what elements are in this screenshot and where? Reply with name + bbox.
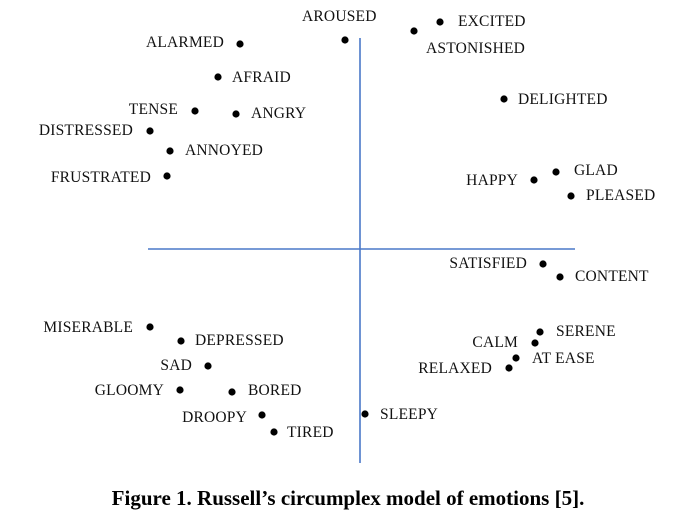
emotion-label-relaxed: RELAXED — [418, 360, 492, 377]
emotion-point-excited — [436, 18, 444, 26]
emotion-point-depressed — [177, 337, 185, 345]
emotion-label-tense: TENSE — [128, 101, 178, 118]
emotion-point-happy — [530, 176, 538, 184]
emotion-point-tense — [191, 107, 199, 115]
emotion-label-pleased: PLEASED — [586, 187, 656, 204]
emotion-label-astonished: ASTONISHED — [426, 40, 526, 57]
emotion-point-satisfied — [539, 260, 547, 268]
emotion-point-aroused — [341, 36, 349, 44]
emotion-point-droopy — [258, 411, 266, 419]
emotion-label-excited: EXCITED — [458, 13, 526, 30]
emotion-point-glad — [552, 168, 560, 176]
emotion-point-afraid — [214, 73, 222, 81]
emotion-label-serene: SERENE — [556, 323, 616, 340]
emotion-label-distressed: DISTRESSED — [38, 122, 133, 139]
emotion-point-calm — [531, 339, 539, 347]
emotion-label-angry: ANGRY — [251, 105, 307, 122]
emotion-label-miserable: MISERABLE — [43, 319, 133, 336]
emotion-point-angry — [232, 110, 240, 118]
emotion-point-frustrated — [163, 172, 171, 180]
emotion-point-gloomy — [176, 386, 184, 394]
emotion-label-glad: GLAD — [574, 162, 618, 179]
emotion-points — [146, 18, 575, 436]
emotion-label-delighted: DELIGHTED — [518, 91, 608, 108]
emotion-point-sleepy — [361, 410, 369, 418]
emotion-point-serene — [536, 328, 544, 336]
emotion-point-tired — [270, 428, 278, 436]
emotion-point-bored — [228, 388, 236, 396]
emotion-point-distressed — [146, 127, 154, 135]
emotion-label-calm: CALM — [472, 334, 518, 351]
emotion-point-relaxed — [505, 364, 513, 372]
emotion-label-alarmed: ALARMED — [145, 34, 224, 51]
emotion-label-gloomy: GLOOMY — [94, 382, 164, 399]
emotion-label-sleepy: SLEEPY — [380, 406, 439, 423]
emotion-point-annoyed — [166, 147, 174, 155]
emotion-label-afraid: AFRAID — [232, 69, 291, 86]
emotion-label-frustrated: FRUSTRATED — [50, 169, 151, 186]
emotion-label-satisfied: SATISFIED — [449, 255, 527, 272]
emotion-label-aroused: AROUSED — [302, 8, 377, 25]
emotion-point-at-ease — [512, 354, 520, 362]
emotion-label-content: CONTENT — [575, 268, 649, 285]
emotion-point-alarmed — [236, 40, 244, 48]
emotion-label-bored: BORED — [248, 382, 302, 399]
emotion-label-annoyed: ANNOYED — [185, 142, 264, 159]
emotion-point-astonished — [410, 27, 418, 35]
emotion-point-miserable — [146, 323, 154, 331]
figure-caption: Figure 1. Russell’s circumplex model of … — [111, 486, 585, 510]
emotion-point-delighted — [500, 95, 508, 103]
emotion-point-pleased — [567, 192, 575, 200]
emotion-label-sad: SAD — [160, 357, 192, 374]
emotion-point-content — [556, 273, 564, 281]
emotion-label-droopy: DROOPY — [182, 409, 247, 426]
emotion-point-sad — [204, 362, 212, 370]
emotion-label-depressed: DEPRESSED — [195, 332, 284, 349]
emotion-label-happy: HAPPY — [466, 172, 518, 189]
emotion-label-tired: TIRED — [287, 424, 334, 441]
emotion-label-at-ease: AT EASE — [532, 350, 595, 367]
